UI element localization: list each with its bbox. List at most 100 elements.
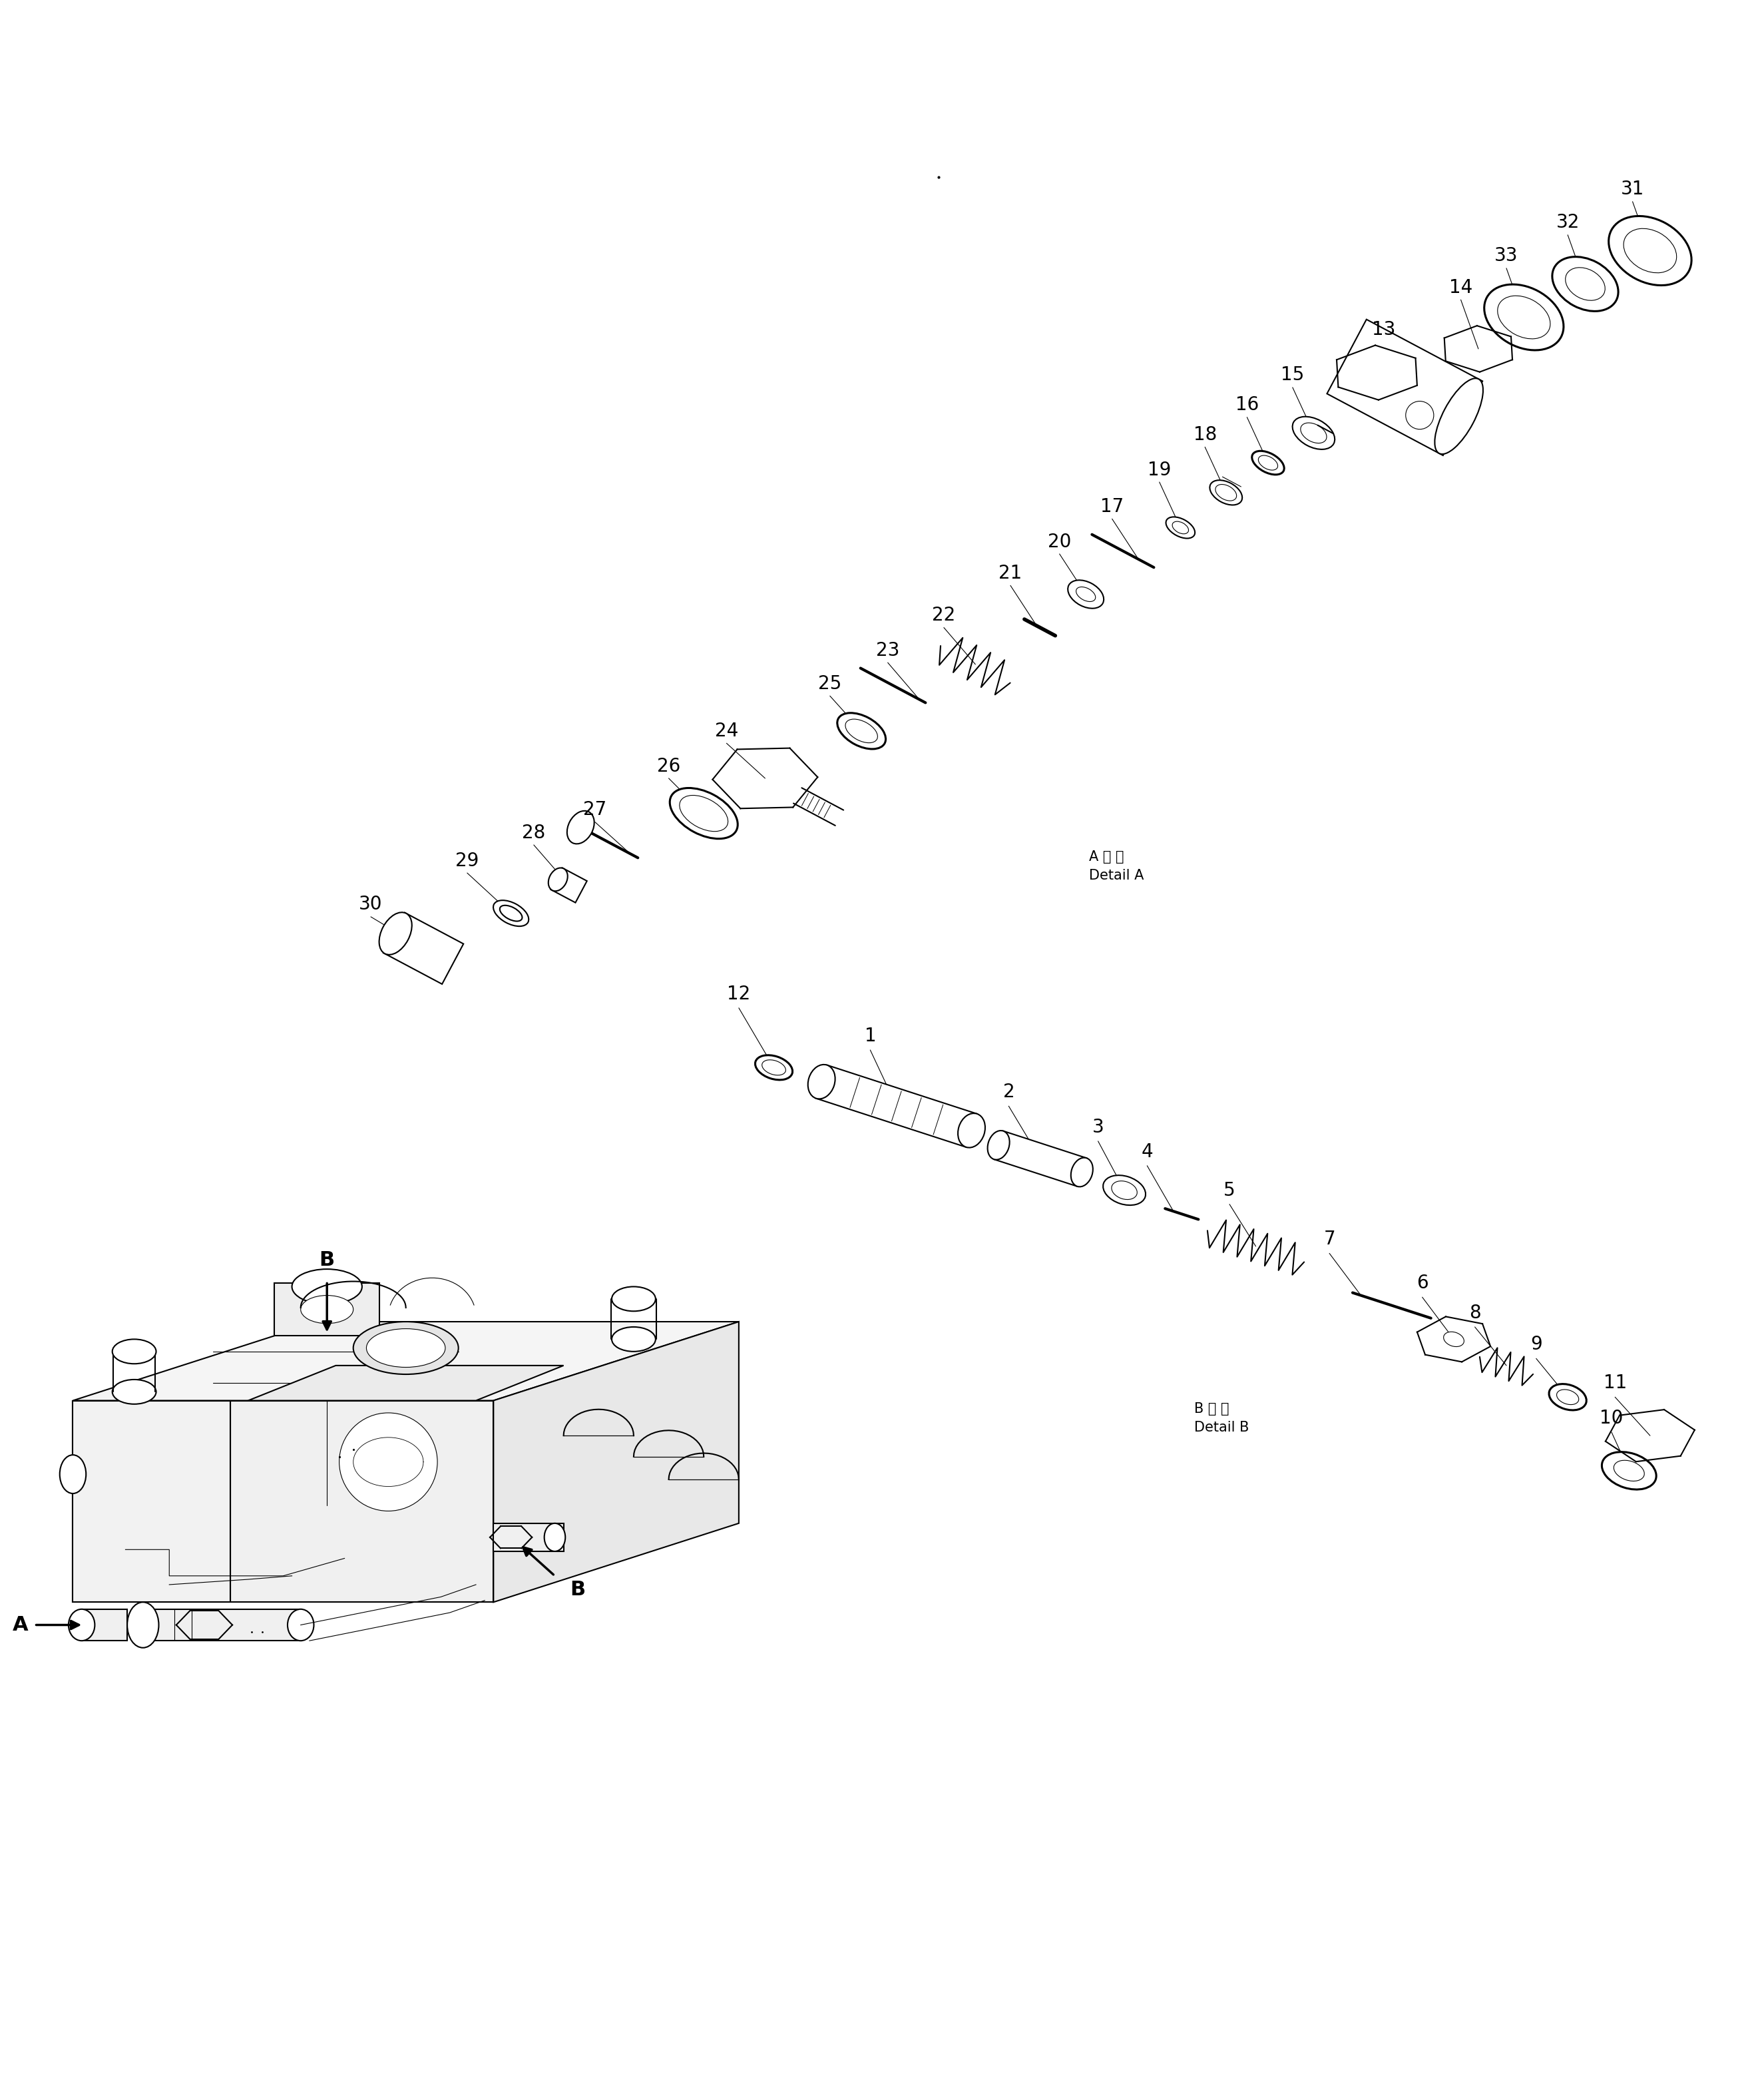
Ellipse shape <box>353 1321 459 1373</box>
Text: 19: 19 <box>1148 460 1171 479</box>
Ellipse shape <box>837 712 886 750</box>
Text: A: A <box>12 1615 28 1634</box>
Ellipse shape <box>1215 485 1236 500</box>
Ellipse shape <box>1624 229 1677 273</box>
Text: 24: 24 <box>716 722 738 741</box>
Ellipse shape <box>958 1113 984 1147</box>
Text: 23: 23 <box>875 641 900 659</box>
Polygon shape <box>383 914 464 985</box>
Ellipse shape <box>1609 216 1691 286</box>
Ellipse shape <box>127 1602 158 1648</box>
Ellipse shape <box>988 1130 1009 1159</box>
Polygon shape <box>550 867 587 903</box>
Polygon shape <box>816 1065 977 1147</box>
Ellipse shape <box>1602 1451 1656 1489</box>
Ellipse shape <box>1552 256 1619 311</box>
Ellipse shape <box>612 1327 656 1352</box>
Ellipse shape <box>60 1455 86 1493</box>
Ellipse shape <box>1166 517 1195 538</box>
Text: B: B <box>570 1579 585 1600</box>
Ellipse shape <box>301 1296 353 1323</box>
Ellipse shape <box>1614 1460 1644 1480</box>
Ellipse shape <box>761 1060 786 1075</box>
Text: 13: 13 <box>1371 319 1396 338</box>
Polygon shape <box>248 1365 564 1401</box>
Text: 31: 31 <box>1621 181 1644 200</box>
Circle shape <box>1406 401 1435 428</box>
Text: 7: 7 <box>1324 1231 1336 1250</box>
Ellipse shape <box>548 867 568 890</box>
Text: 18: 18 <box>1194 426 1217 443</box>
Text: 4: 4 <box>1141 1142 1153 1161</box>
Text: 15: 15 <box>1282 365 1304 384</box>
Ellipse shape <box>1301 422 1327 443</box>
Ellipse shape <box>1111 1180 1137 1199</box>
Text: 1: 1 <box>865 1027 875 1046</box>
Text: 21: 21 <box>999 565 1021 582</box>
Text: 16: 16 <box>1236 395 1259 414</box>
Ellipse shape <box>1071 1157 1093 1186</box>
Polygon shape <box>1327 319 1482 456</box>
Text: 5: 5 <box>1224 1180 1236 1199</box>
Polygon shape <box>274 1283 380 1336</box>
Text: 17: 17 <box>1101 498 1123 517</box>
Polygon shape <box>72 1401 494 1602</box>
Polygon shape <box>72 1401 230 1602</box>
Text: 30: 30 <box>359 895 383 914</box>
Ellipse shape <box>1435 378 1484 454</box>
Text: 6: 6 <box>1417 1275 1427 1292</box>
Text: 22: 22 <box>932 607 956 624</box>
Polygon shape <box>81 1609 127 1640</box>
Text: 33: 33 <box>1494 246 1519 265</box>
Text: 29: 29 <box>455 851 478 869</box>
Ellipse shape <box>292 1268 362 1304</box>
Text: 9: 9 <box>1529 1336 1542 1354</box>
Ellipse shape <box>1498 296 1551 338</box>
Text: 3: 3 <box>1092 1117 1104 1136</box>
Polygon shape <box>494 1523 564 1552</box>
Polygon shape <box>993 1132 1086 1186</box>
Ellipse shape <box>1076 586 1095 601</box>
Text: A 詳 細
Detail A: A 詳 細 Detail A <box>1090 851 1144 882</box>
Ellipse shape <box>670 788 738 838</box>
Text: 2: 2 <box>1002 1084 1014 1100</box>
Ellipse shape <box>1556 1390 1579 1405</box>
Ellipse shape <box>545 1523 566 1552</box>
Text: 28: 28 <box>522 823 545 842</box>
Ellipse shape <box>1173 521 1188 533</box>
Text: 14: 14 <box>1449 277 1473 296</box>
Ellipse shape <box>69 1609 95 1640</box>
Text: B: B <box>320 1252 334 1270</box>
Ellipse shape <box>1443 1331 1464 1346</box>
Ellipse shape <box>1565 267 1605 300</box>
Polygon shape <box>142 1609 301 1640</box>
Ellipse shape <box>612 1287 656 1310</box>
Text: 26: 26 <box>657 756 680 775</box>
Ellipse shape <box>1102 1176 1146 1205</box>
Ellipse shape <box>846 718 877 743</box>
Ellipse shape <box>380 911 411 956</box>
Text: 12: 12 <box>728 985 751 1004</box>
Text: 25: 25 <box>817 674 842 693</box>
Ellipse shape <box>494 901 529 926</box>
Polygon shape <box>72 1321 738 1401</box>
Ellipse shape <box>113 1340 156 1363</box>
Ellipse shape <box>1484 284 1563 351</box>
Ellipse shape <box>756 1054 793 1079</box>
Text: 8: 8 <box>1470 1304 1480 1323</box>
Ellipse shape <box>680 796 728 832</box>
Ellipse shape <box>113 1380 156 1405</box>
Text: 11: 11 <box>1603 1373 1626 1392</box>
Ellipse shape <box>1067 580 1104 609</box>
Text: 10: 10 <box>1600 1409 1623 1428</box>
Ellipse shape <box>1259 456 1278 470</box>
Ellipse shape <box>1549 1384 1586 1411</box>
Ellipse shape <box>366 1329 445 1367</box>
Ellipse shape <box>1292 416 1334 449</box>
Text: B 詳 細
Detail B: B 詳 細 Detail B <box>1194 1403 1250 1434</box>
Ellipse shape <box>568 811 594 844</box>
Circle shape <box>339 1413 438 1512</box>
Polygon shape <box>494 1321 738 1602</box>
Ellipse shape <box>1210 481 1243 504</box>
Ellipse shape <box>809 1065 835 1098</box>
